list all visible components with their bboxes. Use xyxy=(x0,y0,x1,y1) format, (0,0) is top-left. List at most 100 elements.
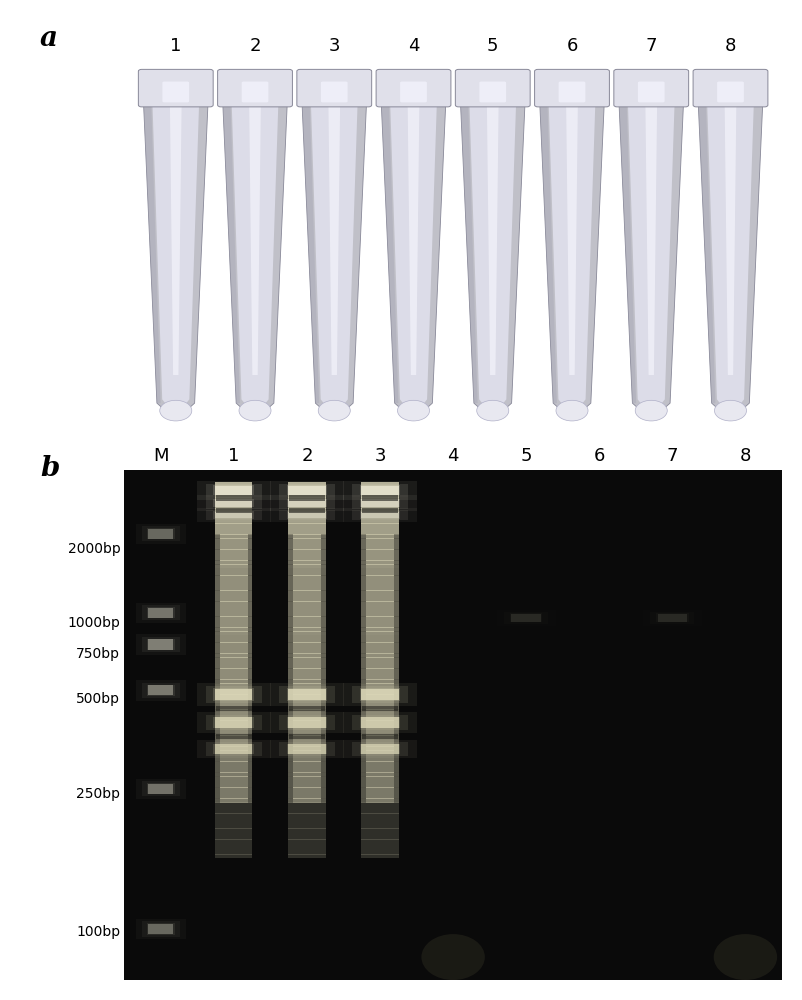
Bar xyxy=(321,713,326,717)
Ellipse shape xyxy=(398,400,430,421)
Text: b: b xyxy=(40,455,59,482)
Bar xyxy=(362,538,399,542)
Bar xyxy=(394,538,399,542)
Bar xyxy=(289,534,293,539)
Bar xyxy=(362,668,399,672)
Bar xyxy=(362,583,399,587)
Bar xyxy=(216,601,253,605)
Polygon shape xyxy=(707,101,754,416)
Bar xyxy=(248,683,253,687)
Bar xyxy=(321,694,326,698)
Bar xyxy=(362,624,366,628)
Bar xyxy=(289,598,326,602)
Bar xyxy=(362,657,366,661)
Polygon shape xyxy=(487,101,499,375)
Bar xyxy=(289,679,326,684)
Bar xyxy=(289,527,326,531)
Bar xyxy=(362,717,366,721)
Bar xyxy=(216,650,253,654)
Bar xyxy=(289,594,326,598)
Text: 1: 1 xyxy=(229,447,240,465)
Bar xyxy=(248,754,253,758)
Bar xyxy=(216,534,220,539)
FancyBboxPatch shape xyxy=(321,82,347,102)
Bar xyxy=(362,594,399,598)
Bar xyxy=(394,642,399,646)
Bar xyxy=(362,776,399,780)
Bar xyxy=(394,732,399,736)
Bar xyxy=(289,720,293,724)
Bar xyxy=(289,706,326,710)
Bar xyxy=(289,709,326,713)
Bar xyxy=(362,527,399,531)
Bar xyxy=(394,720,399,724)
Bar xyxy=(321,743,326,747)
Bar xyxy=(289,665,326,669)
Bar xyxy=(289,499,326,507)
Bar xyxy=(362,750,366,754)
Bar xyxy=(362,787,366,791)
Text: 7: 7 xyxy=(646,37,657,55)
Bar xyxy=(394,728,399,732)
Bar xyxy=(136,919,186,939)
FancyBboxPatch shape xyxy=(376,69,451,107)
Bar xyxy=(321,568,326,572)
Bar xyxy=(321,572,326,576)
Bar xyxy=(289,512,326,518)
Bar xyxy=(196,712,271,733)
FancyBboxPatch shape xyxy=(217,69,293,107)
Bar xyxy=(362,720,399,724)
Bar xyxy=(216,854,253,858)
Bar xyxy=(289,542,326,546)
Bar xyxy=(362,661,399,665)
Bar xyxy=(289,642,293,646)
Bar xyxy=(394,780,399,784)
Bar xyxy=(289,560,326,565)
Bar xyxy=(362,717,399,721)
Bar xyxy=(216,798,253,803)
Bar xyxy=(289,717,293,721)
Bar xyxy=(394,750,399,754)
Ellipse shape xyxy=(421,934,485,980)
Bar xyxy=(362,784,399,788)
Bar xyxy=(216,482,253,486)
Bar xyxy=(362,575,399,579)
Bar xyxy=(216,772,253,777)
Bar xyxy=(289,732,293,736)
Bar xyxy=(136,680,186,701)
Bar xyxy=(362,724,399,728)
Bar xyxy=(269,683,344,706)
Bar xyxy=(362,486,399,495)
Bar xyxy=(343,683,417,706)
Bar xyxy=(142,683,180,698)
Bar xyxy=(216,847,253,851)
Bar xyxy=(362,754,399,758)
Bar xyxy=(216,706,220,710)
Bar xyxy=(216,557,220,561)
Bar xyxy=(362,627,399,632)
Bar xyxy=(289,769,293,773)
Bar xyxy=(279,510,335,520)
Polygon shape xyxy=(381,98,446,420)
Bar xyxy=(147,607,175,618)
Bar xyxy=(289,572,293,576)
Bar xyxy=(394,735,399,739)
Bar xyxy=(248,706,253,710)
Ellipse shape xyxy=(476,400,508,421)
Bar xyxy=(362,694,399,698)
Bar xyxy=(248,694,253,698)
Bar xyxy=(362,501,399,505)
Bar xyxy=(248,761,253,765)
FancyBboxPatch shape xyxy=(559,82,585,102)
Bar xyxy=(216,594,220,598)
Bar xyxy=(321,720,326,724)
Bar xyxy=(147,685,175,696)
Bar xyxy=(216,575,220,579)
Bar xyxy=(362,828,399,832)
Bar xyxy=(289,836,326,840)
Bar xyxy=(289,798,326,803)
Bar xyxy=(216,534,253,539)
Bar xyxy=(394,613,399,617)
Bar xyxy=(394,564,399,568)
Bar xyxy=(248,534,253,539)
